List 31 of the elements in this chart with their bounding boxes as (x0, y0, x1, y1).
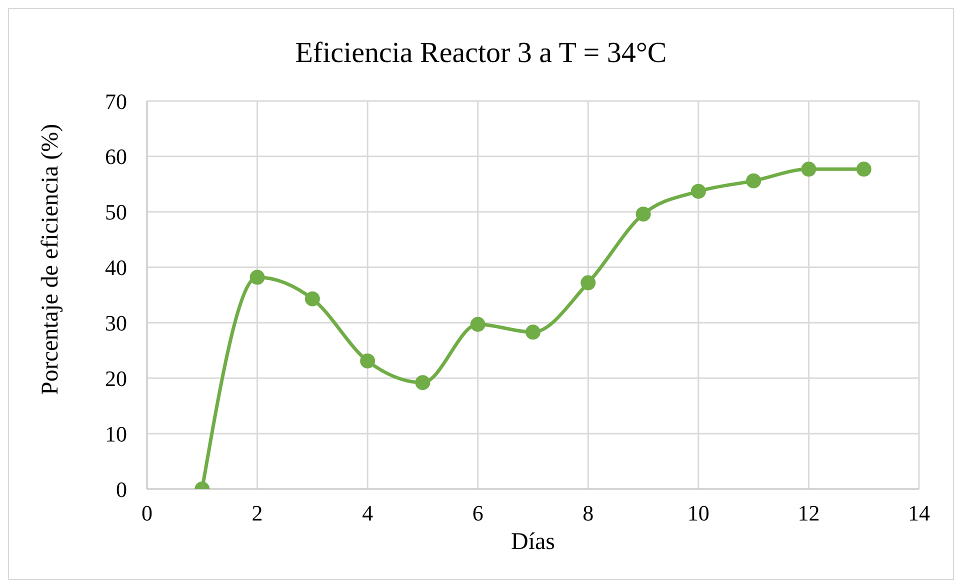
x-tick-label: 6 (472, 500, 484, 526)
point (801, 162, 816, 177)
x-axis-title: Días (511, 529, 555, 555)
point (636, 206, 651, 222)
point (360, 353, 376, 368)
x-tick-label: 4 (362, 500, 374, 526)
y-tick-label: 60 (105, 144, 127, 170)
x-tick-label: 0 (142, 500, 152, 526)
y-axis-title: Porcentaje de eficiencia (%) (38, 124, 64, 395)
point (690, 184, 706, 199)
x-tick-label: 14 (908, 500, 930, 526)
y-tick-label: 30 (105, 310, 127, 336)
x-tick-label: 8 (582, 500, 594, 526)
point (250, 270, 265, 285)
x-tick-label: 2 (252, 500, 263, 526)
x-tick-label: 10 (687, 500, 710, 526)
point (526, 324, 540, 340)
y-tick-label: 20 (105, 366, 127, 391)
point (470, 316, 486, 332)
y-tick-label: 70 (105, 88, 127, 114)
y-tick-label: 0 (116, 476, 127, 502)
point (304, 291, 320, 306)
x-tick-label: 12 (798, 500, 820, 526)
point (746, 173, 762, 188)
y-tick-label: 50 (105, 200, 127, 225)
point (856, 162, 872, 177)
y-tick-label: 10 (105, 421, 127, 446)
point (415, 375, 430, 390)
y-tick-label: 40 (105, 255, 127, 280)
point (580, 275, 596, 290)
chart-title: Eficiencia Reactor 3 a T = 34°C (294, 37, 668, 70)
